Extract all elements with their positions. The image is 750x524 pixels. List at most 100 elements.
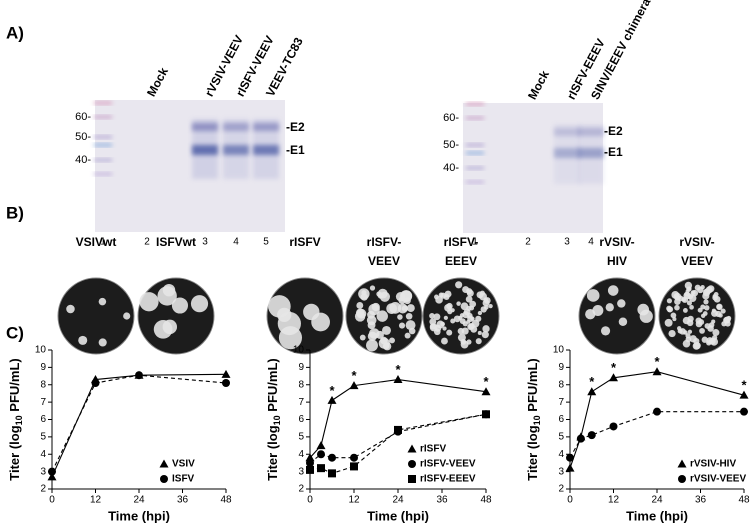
legend-label: rISFV-VEEV (420, 459, 476, 470)
x-tick-label: 24 (133, 495, 145, 506)
plaque (592, 304, 604, 316)
legend-marker (407, 444, 417, 453)
plaque (460, 340, 469, 349)
x-axis-label: Time (hpi) (367, 508, 429, 523)
plaque (78, 335, 88, 345)
y-axis-label-part: PFU/mL) (265, 358, 280, 415)
plaque (605, 303, 614, 312)
marker (91, 379, 100, 388)
plaque (600, 326, 611, 336)
plaque-label: VSIVwt (76, 235, 117, 249)
y-tick-label: 2 (298, 484, 304, 495)
marker (305, 453, 315, 462)
plaque (162, 319, 178, 335)
plaque (702, 311, 708, 316)
x-tick-label: 48 (480, 495, 492, 506)
plaque (123, 312, 131, 320)
plaque (703, 299, 709, 305)
y-tick-label: 5 (40, 432, 46, 443)
plaque (708, 322, 715, 328)
plaque (689, 304, 694, 310)
plaque (462, 286, 470, 294)
band (253, 123, 279, 131)
plaque (446, 329, 453, 336)
plaque (713, 295, 721, 303)
plaque (664, 318, 673, 327)
plaque (704, 305, 710, 311)
legend-marker (160, 475, 168, 483)
marker (393, 375, 403, 384)
y-tick-label: 7 (558, 397, 564, 408)
legend-marker (408, 475, 416, 483)
band (578, 128, 604, 136)
plaque (398, 296, 406, 305)
plaque (368, 303, 380, 316)
plaque (682, 316, 691, 325)
legend-label: VSIV (172, 459, 195, 470)
plaque (398, 322, 406, 329)
plaque (453, 315, 461, 323)
plaque (460, 302, 469, 311)
marker (316, 441, 326, 450)
plaque (440, 321, 445, 327)
lane-header: Mock (144, 65, 171, 99)
y-tick-label: 7 (298, 397, 304, 408)
ladder-band (94, 115, 112, 119)
plaque (455, 281, 463, 289)
plaque (98, 338, 107, 347)
legend-label: rISFV (420, 444, 446, 455)
plaque (686, 300, 692, 306)
plaque-label: rISFV- (367, 235, 402, 249)
plaque (355, 308, 365, 318)
plaque (356, 302, 364, 309)
plaque (475, 338, 482, 345)
plaque (379, 291, 390, 302)
marker (565, 463, 575, 472)
x-tick-label: 12 (90, 495, 102, 506)
x-tick-label: 12 (348, 495, 360, 506)
plaque (471, 319, 480, 328)
marker (653, 407, 661, 416)
marker (328, 453, 336, 462)
y-axis-label-part: 10 (532, 415, 542, 425)
plaque (697, 286, 704, 294)
plaque (701, 336, 708, 343)
y-axis-label-part: 10 (14, 415, 24, 425)
plaque (692, 342, 701, 350)
plaque (459, 318, 466, 325)
plaque (466, 289, 474, 297)
plaque (404, 332, 411, 339)
x-tick-label: 36 (695, 495, 707, 506)
marker (221, 369, 231, 378)
plaque (397, 314, 403, 320)
legend-label: ISFV (172, 474, 195, 485)
plaque (463, 308, 471, 316)
plaque (482, 325, 490, 333)
marker (306, 465, 314, 474)
y-axis-label-part: 10 (272, 415, 282, 425)
legend-marker (408, 460, 416, 468)
band (554, 128, 580, 136)
ladder-band (94, 101, 112, 105)
x-tick-label: 36 (436, 495, 448, 506)
plaque (691, 289, 699, 297)
plaque (429, 318, 437, 326)
plaque (456, 301, 461, 306)
x-tick-label: 24 (651, 495, 663, 506)
plaque (710, 337, 719, 346)
y-tick-label: 5 (558, 432, 564, 443)
plaque (707, 285, 715, 293)
y-tick-label: 2 (40, 484, 46, 495)
plate (137, 277, 215, 355)
ladder-band (94, 158, 112, 162)
series-line (309, 378, 487, 459)
legend-marker (677, 459, 687, 468)
marker (587, 431, 596, 440)
significance: * (351, 368, 357, 383)
plaque (470, 325, 478, 333)
plaque (366, 339, 378, 352)
y-axis-label-part: Titer (log (525, 425, 540, 480)
significance: * (589, 374, 595, 389)
plaque (157, 286, 177, 306)
